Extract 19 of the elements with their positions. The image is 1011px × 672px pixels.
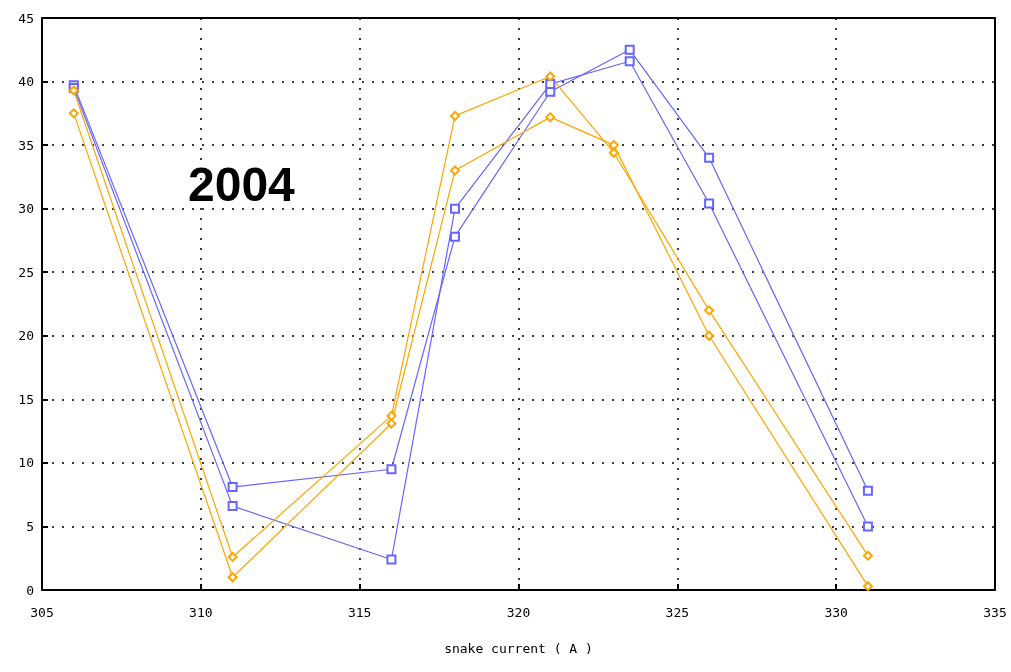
- x-tick-label: 310: [189, 605, 213, 620]
- x-tick-label: 320: [506, 605, 531, 620]
- annotation: 2004: [188, 157, 296, 211]
- y-tick-label: 15: [18, 391, 34, 407]
- y-tick-label: 45: [18, 10, 34, 26]
- y-tick-label: 5: [26, 518, 34, 534]
- x-tick-label: 325: [665, 605, 690, 620]
- y-tick-label: 40: [18, 74, 34, 90]
- x-tick-label: 305: [30, 605, 54, 620]
- x-tick-label: 330: [824, 605, 848, 620]
- y-tick-label: 25: [18, 264, 34, 280]
- y-tick-label: 30: [18, 201, 34, 217]
- y-tick-label: 0: [26, 582, 34, 598]
- y-tick-label: 10: [18, 455, 34, 471]
- x-tick-label: 335: [983, 605, 1007, 620]
- y-tick-label: 20: [18, 328, 34, 344]
- x-tick-label: 315: [347, 605, 372, 620]
- y-tick-label: 35: [18, 137, 34, 153]
- x-axis-title: snake current ( A ): [444, 641, 593, 656]
